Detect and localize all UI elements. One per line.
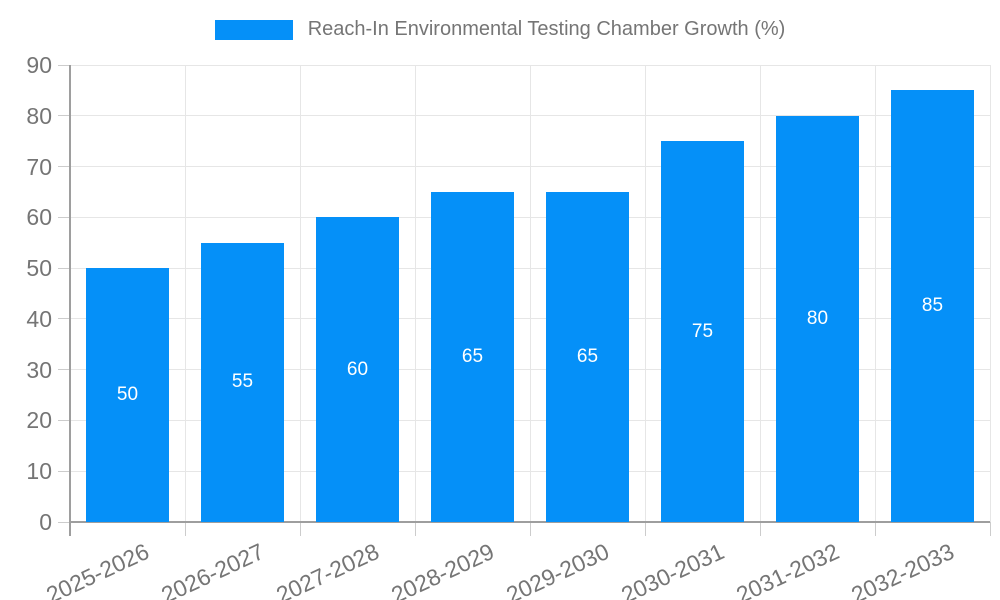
y-axis-tick: [58, 216, 70, 218]
x-tick-label: 2025-2026: [41, 538, 153, 600]
bar-value-label: 75: [691, 320, 714, 342]
bar-value-label: 85: [921, 295, 944, 317]
v-gridline: [874, 65, 876, 522]
x-axis-tick: [184, 522, 186, 536]
bar-value-label: 60: [346, 358, 369, 380]
y-axis-tick: [58, 521, 70, 523]
x-axis-tick: [989, 522, 991, 536]
y-axis-tick: [58, 470, 70, 472]
x-axis-tick: [529, 522, 531, 536]
bar-value-label: 80: [806, 307, 829, 329]
y-axis-tick: [58, 419, 70, 421]
x-tick-label: 2032-2033: [846, 538, 958, 600]
legend-label: Reach-In Environmental Testing Chamber G…: [307, 18, 786, 40]
v-gridline: [414, 65, 416, 522]
bar[interactable]: [86, 268, 169, 522]
x-axis-tick: [874, 522, 876, 536]
v-gridline: [529, 65, 531, 522]
y-tick-label: 20: [26, 407, 52, 434]
x-tick-label: 2030-2031: [616, 538, 728, 600]
y-tick-label: 30: [26, 356, 52, 383]
x-tick-label: 2026-2027: [156, 538, 268, 600]
x-tick-label: 2028-2029: [386, 538, 498, 600]
y-tick-label: 10: [26, 458, 52, 485]
bar[interactable]: [201, 242, 284, 522]
y-axis-tick: [58, 64, 70, 66]
y-tick-label: 50: [26, 255, 52, 282]
bar[interactable]: [316, 217, 399, 522]
bar-value-label: 55: [231, 371, 254, 393]
x-tick-label: 2027-2028: [271, 538, 383, 600]
bar[interactable]: [776, 115, 859, 522]
bar[interactable]: [891, 90, 974, 522]
v-gridline: [759, 65, 761, 522]
bar-value-label: 50: [116, 384, 139, 406]
y-tick-label: 40: [26, 305, 52, 332]
bar[interactable]: [431, 191, 514, 522]
y-axis-tick: [58, 369, 70, 371]
v-gridline: [989, 65, 991, 522]
y-axis-tick: [58, 267, 70, 269]
x-axis-tick: [414, 522, 416, 536]
y-tick-label: 80: [26, 102, 52, 129]
legend-swatch: [214, 19, 293, 40]
y-axis-tick: [58, 318, 70, 320]
y-tick-label: 70: [26, 153, 52, 180]
x-axis-line: [70, 521, 990, 523]
bar-value-label: 65: [461, 345, 484, 367]
v-gridline: [184, 65, 186, 522]
y-axis-tick: [58, 166, 70, 168]
x-tick-label: 2029-2030: [501, 538, 613, 600]
v-gridline: [299, 65, 301, 522]
y-tick-label: 90: [26, 52, 52, 78]
y-tick-label: 0: [39, 509, 52, 535]
legend[interactable]: Reach-In Environmental Testing Chamber G…: [0, 18, 1000, 41]
bar[interactable]: [661, 141, 744, 522]
x-axis-tick: [299, 522, 301, 536]
x-tick-label: 2031-2032: [731, 538, 843, 600]
y-axis-line: [69, 65, 71, 536]
bar-value-label: 65: [576, 345, 599, 367]
y-tick-label: 60: [26, 204, 52, 231]
x-axis-tick: [644, 522, 646, 536]
bar[interactable]: [546, 191, 629, 522]
y-axis-tick: [58, 115, 70, 117]
v-gridline: [644, 65, 646, 522]
x-axis-tick: [759, 522, 761, 536]
